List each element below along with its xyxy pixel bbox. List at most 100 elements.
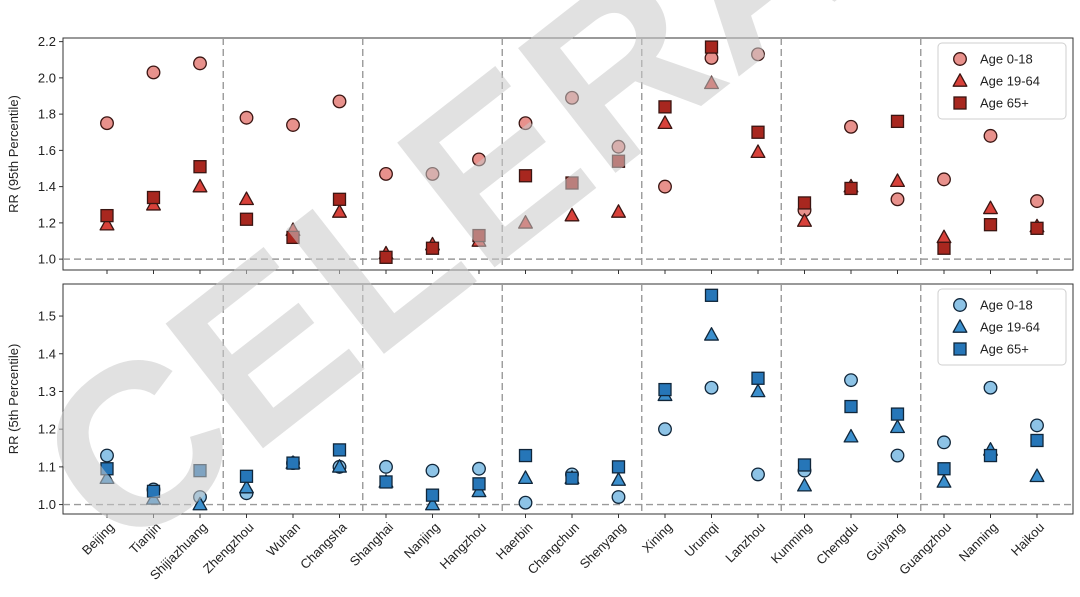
data-point [844,373,858,388]
data-point [890,448,905,463]
chart-panels: 1.0 1.2 1.4 1.6 1.8 2.0 2.2 RR (95th Percentile… [6,34,1074,518]
data-point [518,470,533,485]
data-point [518,215,533,229]
data-point [750,383,766,398]
x-tick-label: Urumqi [681,519,721,559]
y-tick-label: 1.0 [38,252,56,267]
data-point [239,212,254,226]
data-point [983,128,998,143]
data-point [983,380,998,395]
y-tick-label: 2.0 [38,70,56,85]
y-axis-label: RR (5th Percentile) [6,344,21,455]
data-point [565,90,579,105]
data-point [192,178,208,193]
data-point [239,110,254,125]
data-point [983,200,998,215]
data-point [704,288,719,302]
data-point [844,181,858,196]
y-tick-label: 1.2 [38,215,56,230]
data-point [611,490,626,504]
data-point [239,479,254,494]
x-tick-label: Nanning [956,520,1001,565]
data-point [890,173,905,188]
data-point [937,462,951,476]
data-point [750,144,766,159]
data-point [425,496,440,511]
data-point [472,477,486,491]
data-point [146,65,161,80]
data-point [286,456,300,470]
data-point [379,475,393,489]
data-point [658,179,672,194]
x-tick-label: Xining [639,520,675,556]
panel-95th: 1.0 1.2 1.4 1.6 1.8 2.0 2.2 RR (95th Percentile… [6,34,1074,274]
data-point [565,176,579,190]
data-point [332,443,347,457]
data-point [937,172,951,187]
series-circle [100,373,1044,510]
y-tick-label: 1.4 [38,346,56,361]
data-point [100,448,114,463]
data-point [611,460,626,474]
legend-label: Age 65+ [980,96,1029,111]
data-point [704,380,719,395]
y-tick-label: 1.4 [38,179,56,194]
data-point [611,154,626,168]
legend-label: Age 0-18 [980,52,1033,67]
data-point [797,458,812,472]
data-point [100,208,114,223]
data-point [193,56,207,71]
legend-label: Age 19-64 [980,320,1040,335]
data-point [379,166,393,181]
x-tick-label: Shanghai [347,519,397,569]
y-tick-label: 1.0 [38,497,56,512]
data-point [797,196,812,210]
data-point [99,216,115,231]
series-square [100,288,1044,502]
legend-marker [952,73,968,87]
data-point [99,470,115,485]
data-point [100,116,114,131]
data-point [1030,418,1044,433]
x-tick-label: Chengdu [813,520,861,568]
data-point [843,428,859,443]
x-tick-label: Nanjing [401,520,443,562]
data-point [518,495,533,510]
legend-marker [953,96,967,110]
x-tick-label: Hangzhou [437,520,490,573]
data-point [472,152,486,167]
data-point [704,40,719,54]
y-tick-label: 1.8 [38,107,56,122]
legend-marker [953,298,967,312]
x-tick-label: Guiyang [863,520,908,565]
data-point [518,169,533,183]
data-point [658,382,672,397]
x-tick-label: Haikou [1008,520,1047,559]
data-point [286,230,300,245]
data-point [937,241,951,255]
data-point [565,471,579,485]
x-tick-label: Lanzhou [722,520,768,566]
data-point [518,116,533,131]
data-point [751,125,765,139]
legend-marker [953,52,967,66]
data-point [844,119,858,134]
data-point [797,477,812,492]
data-point [193,463,207,478]
data-point [100,462,114,476]
y-tick-label: 1.2 [38,422,56,437]
legend: Age 0-18 Age 19-64 Age 65+ [937,288,1067,366]
x-tick-label: Shenyang [577,520,629,572]
data-point [936,474,952,488]
data-point [239,191,254,206]
data-point [983,218,998,232]
data-point [379,459,393,474]
data-point [751,47,765,62]
data-point [890,192,905,207]
data-point [611,472,626,486]
legend-marker [952,319,968,333]
data-point [751,467,765,482]
data-point [983,448,998,463]
data-point [611,204,626,218]
data-point [611,139,626,154]
